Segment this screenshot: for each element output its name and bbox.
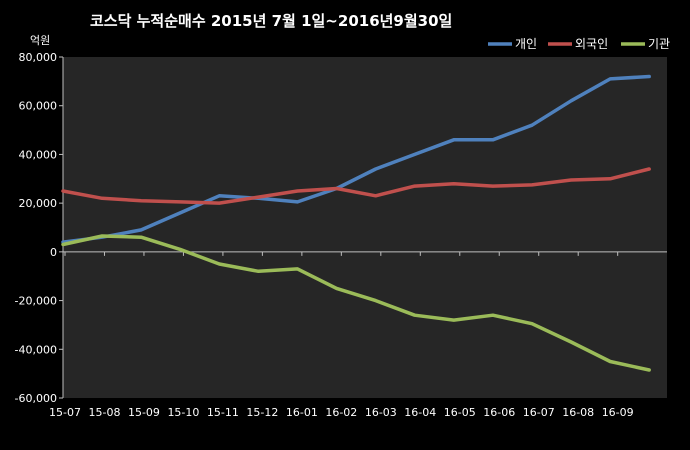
x-tick-label: 16-06 — [483, 406, 515, 419]
legend-label: 기관 — [648, 37, 670, 51]
x-tick-label: 16-02 — [325, 406, 357, 419]
x-tick-label: 15-12 — [246, 406, 278, 419]
x-tick-label: 15-08 — [88, 406, 120, 419]
x-tick-label: 15-11 — [207, 406, 239, 419]
y-tick-label: 60,000 — [19, 100, 58, 113]
chart-title: 코스닥 누적순매수 2015년 7월 1일~2016년9월30일 — [90, 12, 452, 30]
legend-label: 외국인 — [575, 37, 608, 51]
x-tick-label: 16-04 — [404, 406, 436, 419]
y-tick-label: 20,000 — [19, 197, 58, 210]
y-axis-label: 억원 — [30, 34, 50, 47]
x-tick-label: 16-01 — [286, 406, 318, 419]
plot-area — [63, 57, 667, 398]
x-tick-label: 15-10 — [167, 406, 199, 419]
series-line-3 — [61, 234, 651, 372]
y-tick-label: -40,000 — [15, 343, 57, 356]
x-tick-label: 15-07 — [49, 406, 81, 419]
y-tick-label: 0 — [50, 246, 57, 259]
x-tick-label: 15-09 — [128, 406, 160, 419]
legend-label: 개인 — [515, 37, 537, 51]
series-line-1 — [61, 74, 651, 244]
x-tick-label: 16-07 — [523, 406, 555, 419]
x-tick-label: 16-09 — [602, 406, 634, 419]
x-tick-label: 16-03 — [365, 406, 397, 419]
axes — [62, 57, 667, 398]
series-line-2 — [61, 167, 651, 205]
y-axis-ticks: 80,000 60,000 40,000 20,000 0 -20,000 -40,000 -… — [15, 51, 63, 405]
y-tick-label: -60,000 — [15, 392, 57, 405]
y-tick-label: 40,000 — [19, 148, 58, 161]
x-axis-ticks: 15-07 15-08 15-09 15-10 15-11 15-12 16-01 16-02… — [49, 251, 634, 419]
y-tick-label: -20,000 — [15, 295, 57, 308]
y-tick-label: 80,000 — [19, 51, 58, 64]
series-lines — [61, 74, 651, 372]
x-tick-label: 16-05 — [444, 406, 476, 419]
x-tick-label: 16-08 — [562, 406, 594, 419]
legend: 개인 외국인 기관 — [488, 37, 670, 51]
